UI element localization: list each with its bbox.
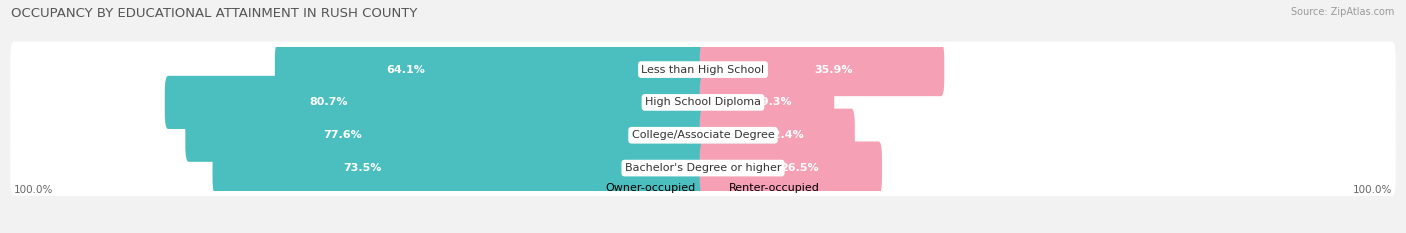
Text: Less than High School: Less than High School [641, 65, 765, 75]
Legend: Owner-occupied, Renter-occupied: Owner-occupied, Renter-occupied [581, 178, 825, 197]
Text: 22.4%: 22.4% [765, 130, 804, 140]
FancyBboxPatch shape [186, 109, 706, 162]
Text: Bachelor's Degree or higher: Bachelor's Degree or higher [624, 163, 782, 173]
Text: 35.9%: 35.9% [814, 65, 853, 75]
Text: Source: ZipAtlas.com: Source: ZipAtlas.com [1291, 7, 1395, 17]
FancyBboxPatch shape [212, 141, 706, 195]
Text: 77.6%: 77.6% [323, 130, 363, 140]
FancyBboxPatch shape [700, 76, 834, 129]
FancyBboxPatch shape [10, 107, 1396, 163]
FancyBboxPatch shape [274, 43, 706, 96]
FancyBboxPatch shape [10, 140, 1396, 196]
Text: 26.5%: 26.5% [780, 163, 818, 173]
Text: 73.5%: 73.5% [343, 163, 381, 173]
Text: High School Diploma: High School Diploma [645, 97, 761, 107]
Text: 100.0%: 100.0% [14, 185, 53, 195]
Text: 80.7%: 80.7% [309, 97, 347, 107]
Text: 64.1%: 64.1% [387, 65, 425, 75]
Text: 19.3%: 19.3% [754, 97, 793, 107]
FancyBboxPatch shape [10, 42, 1396, 97]
FancyBboxPatch shape [700, 141, 882, 195]
FancyBboxPatch shape [700, 109, 855, 162]
FancyBboxPatch shape [165, 76, 706, 129]
FancyBboxPatch shape [700, 43, 945, 96]
FancyBboxPatch shape [10, 75, 1396, 130]
Text: College/Associate Degree: College/Associate Degree [631, 130, 775, 140]
Text: OCCUPANCY BY EDUCATIONAL ATTAINMENT IN RUSH COUNTY: OCCUPANCY BY EDUCATIONAL ATTAINMENT IN R… [11, 7, 418, 20]
Text: 100.0%: 100.0% [1353, 185, 1392, 195]
